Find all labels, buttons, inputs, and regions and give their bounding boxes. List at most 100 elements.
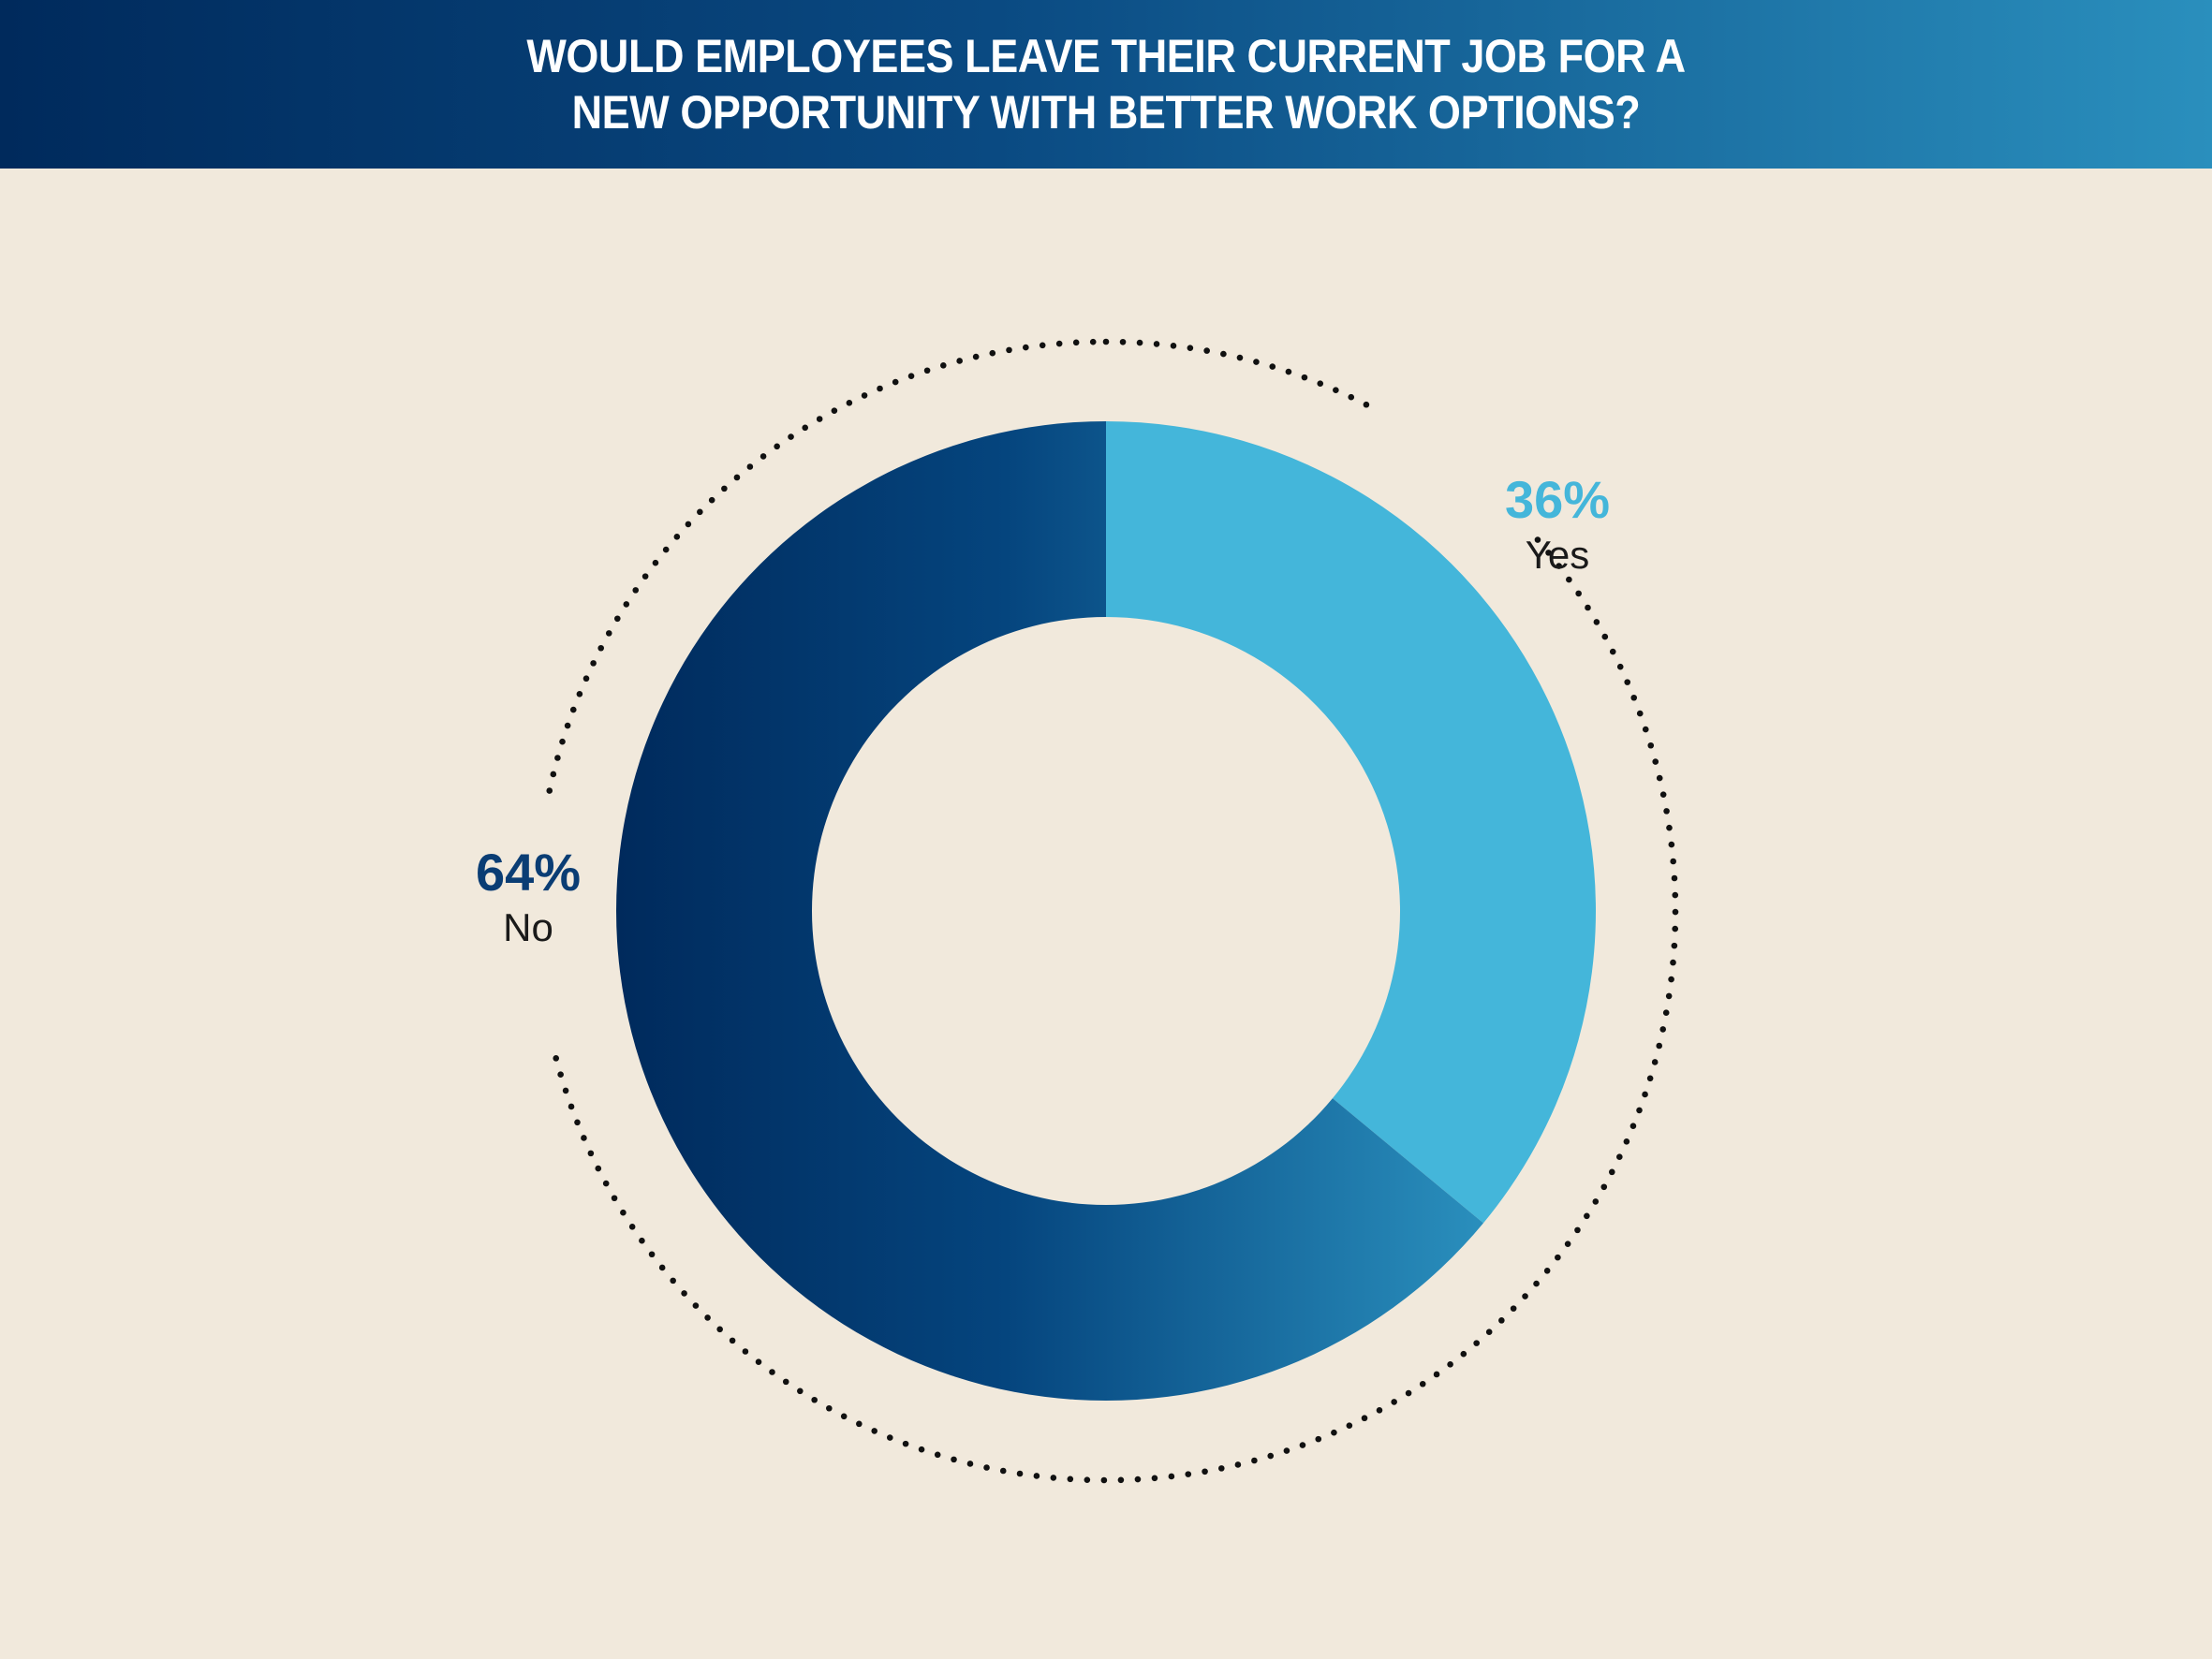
- ring-dot: [923, 367, 931, 374]
- ring-dot: [1659, 1026, 1667, 1033]
- ring-dot: [1624, 679, 1631, 685]
- ring-dot: [934, 1451, 941, 1459]
- yes-category-label: Yes: [1526, 533, 1590, 577]
- ring-dot: [1301, 374, 1308, 381]
- ring-dot: [597, 644, 604, 652]
- ring-dot: [902, 1440, 909, 1447]
- ring-dot: [733, 474, 741, 481]
- ring-dot: [1168, 1473, 1175, 1480]
- ring-dot: [697, 508, 703, 516]
- ring-dot: [1089, 338, 1097, 345]
- ring-dot: [704, 1314, 711, 1321]
- ring-dot: [755, 1358, 762, 1366]
- ring-dot: [581, 1135, 587, 1141]
- no-percent-label: 64%: [476, 843, 581, 902]
- ring-dot: [602, 1180, 610, 1187]
- ring-dot: [1234, 1461, 1242, 1468]
- ring-dot: [774, 443, 780, 450]
- ring-dot: [1642, 1091, 1648, 1098]
- ring-dot: [956, 358, 963, 364]
- ring-dot: [658, 1264, 666, 1271]
- donut-slices: [616, 421, 1596, 1401]
- ring-dot: [1646, 1075, 1654, 1082]
- ring-dot: [871, 1428, 878, 1434]
- ring-dot: [1016, 1470, 1024, 1477]
- ring-dot: [1662, 1009, 1670, 1017]
- ring-dot: [802, 424, 809, 432]
- ring-dot: [861, 392, 868, 399]
- ring-dot: [1405, 1389, 1412, 1397]
- ring-dot: [1663, 808, 1670, 815]
- ring-dot: [1616, 663, 1624, 670]
- ring-dot: [1630, 694, 1638, 701]
- ring-dot: [1651, 1059, 1659, 1065]
- ring-dot: [662, 546, 670, 553]
- ring-dot: [1006, 346, 1012, 354]
- ring-dot: [564, 722, 571, 729]
- ring-dot: [1236, 354, 1244, 361]
- ring-dot: [1100, 1476, 1108, 1484]
- ring-dot: [1317, 380, 1324, 387]
- ring-dot: [1050, 1475, 1057, 1481]
- ring-dot: [574, 1119, 581, 1126]
- yes-percent-label: 36%: [1505, 470, 1610, 529]
- ring-dot: [613, 615, 621, 623]
- ring-dot: [1217, 1465, 1225, 1472]
- ring-dot: [1315, 1435, 1322, 1443]
- ring-dot: [1203, 347, 1210, 354]
- ring-dot: [1665, 992, 1673, 1000]
- ring-dot: [620, 1209, 627, 1216]
- ring-dot: [576, 691, 583, 697]
- ring-dot: [550, 771, 557, 778]
- ring-dot: [1545, 550, 1552, 556]
- ring-dot: [1592, 1198, 1600, 1205]
- ring-dot: [1636, 710, 1644, 717]
- ring-dot: [639, 1237, 645, 1244]
- ring-dot: [1348, 393, 1355, 401]
- ring-dot: [628, 1224, 636, 1230]
- slice-labels: 36% Yes 64% No: [476, 470, 1610, 949]
- ring-dot: [1134, 1475, 1142, 1483]
- ring-dot: [1119, 338, 1127, 345]
- ring-dot: [681, 1290, 687, 1297]
- ring-dot: [1575, 590, 1582, 597]
- ring-dot: [1584, 1212, 1590, 1220]
- ring-dot: [1220, 350, 1227, 358]
- ring-dot: [1636, 1107, 1643, 1114]
- ring-dot: [989, 349, 996, 357]
- ring-dot: [1072, 339, 1080, 346]
- ring-dot: [595, 1165, 602, 1172]
- ring-dot: [1136, 339, 1143, 346]
- ring-dot: [1473, 1340, 1480, 1346]
- no-category-label: No: [503, 905, 553, 949]
- ring-dot: [1671, 874, 1678, 882]
- ring-dot: [632, 587, 640, 594]
- ring-dot: [1672, 891, 1679, 899]
- ring-dot: [554, 755, 561, 761]
- ring-dot: [1361, 1415, 1368, 1422]
- ring-dot: [611, 1195, 618, 1202]
- ring-dot: [1055, 340, 1063, 347]
- slice-yes: [1106, 421, 1596, 1224]
- ring-dot: [1566, 576, 1572, 583]
- ring-dot: [1251, 1457, 1258, 1464]
- ring-dot: [1346, 1422, 1353, 1429]
- ring-dot: [1460, 1350, 1467, 1358]
- ring-dot: [652, 559, 659, 566]
- ring-dot: [670, 1277, 676, 1285]
- ring-dot: [1363, 401, 1370, 408]
- ring-dot: [1510, 1305, 1517, 1312]
- ring-dot: [951, 1456, 957, 1463]
- ring-dot: [1656, 774, 1663, 782]
- ring-dot: [685, 521, 692, 528]
- slice-no: [616, 421, 1483, 1401]
- ring-dot: [1485, 1329, 1493, 1335]
- ring-dot: [840, 1413, 848, 1420]
- ring-dot: [1556, 563, 1562, 569]
- ring-dot: [1187, 345, 1194, 351]
- ring-dot: [831, 407, 838, 414]
- ring-dot: [605, 630, 612, 637]
- ring-dot: [966, 1461, 974, 1467]
- ring-dot: [641, 573, 649, 580]
